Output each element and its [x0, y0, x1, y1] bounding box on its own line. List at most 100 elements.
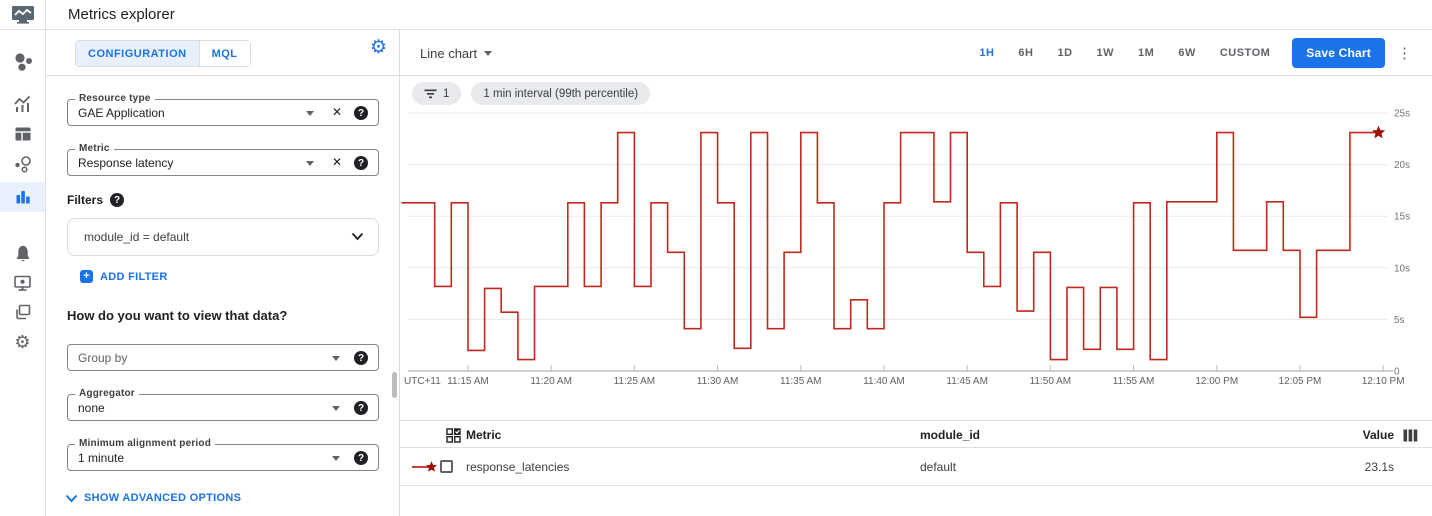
svg-text:12:10 PM: 12:10 PM — [1362, 376, 1405, 387]
range-1w[interactable]: 1W — [1096, 47, 1115, 59]
svg-text:11:35 AM: 11:35 AM — [780, 376, 822, 387]
filters-heading-text: Filters — [67, 193, 104, 207]
dropdown-caret-icon[interactable] — [306, 111, 314, 116]
chart-type-dropdown[interactable]: Line chart — [420, 30, 493, 76]
row-checkbox[interactable] — [440, 460, 453, 473]
config-scrollbar[interactable] — [392, 372, 397, 398]
svg-text:12:00 PM: 12:00 PM — [1195, 376, 1238, 387]
group-by-field[interactable]: Group by — [67, 344, 379, 371]
range-custom[interactable]: CUSTOM — [1219, 47, 1271, 59]
help-icon[interactable] — [354, 106, 368, 120]
min-alignment-label: Minimum alignment period — [75, 438, 216, 449]
nav-metrics-explorer-icon[interactable] — [0, 182, 45, 212]
svg-text:11:55 AM: 11:55 AM — [1113, 376, 1155, 387]
aggregator-label: Aggregator — [75, 388, 139, 399]
nav-alerting-icon[interactable] — [0, 239, 45, 267]
nav-dashboards-icon[interactable] — [0, 120, 45, 148]
svg-text:11:40 AM: 11:40 AM — [863, 376, 905, 387]
filter-list-icon — [424, 89, 437, 98]
aggregator-value: none — [78, 400, 105, 415]
svg-text:11:45 AM: 11:45 AM — [946, 376, 988, 387]
filter-row[interactable]: module_id = default — [67, 218, 379, 256]
clear-icon[interactable] — [332, 155, 342, 169]
metric-grid-check-icon — [446, 428, 461, 443]
latency-line-chart[interactable]: 25s 20s 15s 10s 5s 0 11:15 AM 11:20 AM 11:25 AM 1… — [400, 95, 1432, 395]
tab-configuration[interactable]: CONFIGURATION — [75, 40, 200, 67]
resource-type-field[interactable]: Resource type GAE Application — [67, 93, 379, 126]
module-id-cell: default — [920, 460, 957, 474]
metric-column-header[interactable]: Metric — [466, 428, 502, 442]
help-icon[interactable] — [354, 401, 368, 415]
monitoring-logo[interactable] — [0, 0, 46, 30]
add-filter-button[interactable]: ADD FILTER — [80, 270, 168, 283]
svg-text:25s: 25s — [1394, 109, 1410, 120]
groups-icon — [15, 304, 30, 320]
svg-text:11:15 AM: 11:15 AM — [447, 376, 489, 387]
nav-metrics-icon[interactable] — [0, 90, 45, 118]
svg-text:11:50 AM: 11:50 AM — [1030, 376, 1072, 387]
group-by-placeholder: Group by — [78, 350, 128, 365]
clear-icon[interactable] — [332, 105, 342, 119]
metric-value: Response latency — [78, 155, 174, 170]
configuration-panel: CONFIGURATION MQL Resource type GAE Appl… — [46, 30, 400, 516]
series-legend-marker — [412, 461, 437, 472]
range-6h[interactable]: 6H — [1018, 47, 1034, 59]
svg-text:11:20 AM: 11:20 AM — [530, 376, 572, 387]
add-plus-icon — [80, 270, 93, 283]
interval-label: 1 min interval (99th percentile) — [483, 87, 639, 100]
dropdown-caret-icon[interactable] — [332, 456, 340, 461]
resource-type-label: Resource type — [75, 93, 155, 104]
nav-services-icon[interactable] — [0, 149, 45, 177]
metric-field[interactable]: Metric Response latency — [67, 143, 379, 176]
svg-text:20s: 20s — [1394, 160, 1410, 171]
dropdown-caret-icon[interactable] — [306, 161, 314, 166]
chart-settings-gear-icon[interactable] — [370, 38, 387, 57]
filter-count-chip[interactable]: 1 — [412, 82, 462, 105]
uptime-monitor-icon — [14, 275, 31, 291]
nav-uptime-checks-icon[interactable] — [0, 269, 45, 297]
overview-icon — [14, 53, 32, 71]
chart-panel: Line chart 1H 6H 1D 1W 1M 6W CUSTOM Save… — [400, 30, 1432, 516]
help-icon[interactable] — [354, 156, 368, 170]
settings-gear-icon — [14, 333, 30, 351]
metric-label: Metric — [75, 143, 114, 154]
services-icon — [15, 155, 31, 173]
metric-name-cell: response_latencies — [466, 460, 570, 474]
svg-text:10s: 10s — [1394, 263, 1410, 274]
help-icon[interactable] — [110, 193, 125, 207]
show-advanced-options[interactable]: SHOW ADVANCED OPTIONS — [65, 492, 241, 504]
svg-text:11:30 AM: 11:30 AM — [697, 376, 739, 387]
chevron-down-icon — [351, 232, 364, 241]
nav-groups-icon[interactable] — [0, 298, 45, 326]
range-1h[interactable]: 1H — [979, 47, 995, 59]
range-1m[interactable]: 1M — [1138, 47, 1155, 59]
dashboards-icon — [15, 127, 30, 141]
columns-icon[interactable] — [1403, 429, 1418, 442]
svg-text:UTC+11: UTC+11 — [404, 376, 441, 387]
view-data-heading: How do you want to view that data? — [67, 308, 288, 323]
nav-overview-icon[interactable] — [0, 46, 45, 78]
help-icon[interactable] — [354, 351, 368, 365]
table-header-row: Metric module_id Value — [400, 420, 1432, 448]
interval-chip[interactable]: 1 min interval (99th percentile) — [471, 82, 651, 105]
module-id-column-header[interactable]: module_id — [920, 428, 981, 442]
tab-mql[interactable]: MQL — [199, 40, 251, 67]
dropdown-caret-icon — [484, 50, 493, 56]
range-1d[interactable]: 1D — [1057, 47, 1073, 59]
value-column-header[interactable]: Value — [1362, 428, 1394, 442]
table-row[interactable]: response_latencies default 23.1s — [400, 448, 1432, 486]
min-alignment-value: 1 minute — [78, 450, 125, 465]
svg-text:11:25 AM: 11:25 AM — [614, 376, 656, 387]
dropdown-caret-icon[interactable] — [332, 406, 340, 411]
chevron-down-icon — [65, 494, 78, 502]
min-alignment-field[interactable]: Minimum alignment period 1 minute — [67, 438, 379, 471]
dropdown-caret-icon[interactable] — [332, 356, 340, 361]
alerting-bell-icon — [16, 245, 29, 261]
filters-heading: Filters — [67, 193, 125, 207]
range-6w[interactable]: 6W — [1178, 47, 1196, 59]
nav-settings-icon[interactable] — [0, 328, 45, 356]
help-icon[interactable] — [354, 451, 368, 465]
overflow-menu-icon[interactable] — [1391, 44, 1418, 62]
aggregator-field[interactable]: Aggregator none — [67, 388, 379, 421]
save-chart-button[interactable]: Save Chart — [1292, 38, 1385, 68]
